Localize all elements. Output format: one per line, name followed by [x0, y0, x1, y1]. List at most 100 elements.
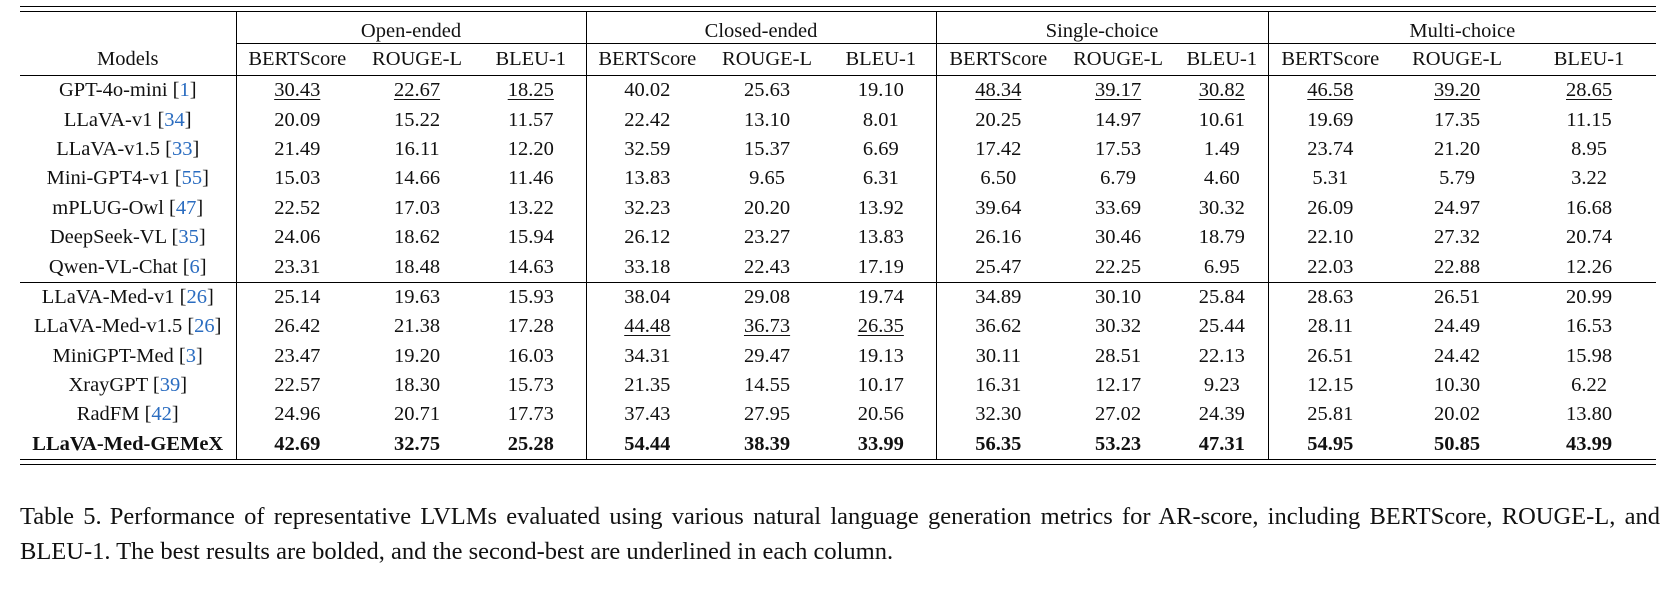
metric-header: BERTScore	[935, 43, 1061, 76]
score-cell: 14.97	[1060, 105, 1176, 134]
score-cell: 26.09	[1267, 193, 1393, 223]
citation-link[interactable]: 39	[159, 374, 181, 397]
score-cell: 6.69	[826, 135, 936, 164]
score-value: 16.11	[394, 137, 440, 160]
score-cell: 23.31	[235, 252, 358, 283]
score-value: 48.34	[975, 79, 1022, 102]
score-value: 8.01	[862, 108, 899, 131]
score-cell: 20.09	[235, 105, 358, 135]
model-name-cell: LLaVA-v1 [34]	[63, 108, 192, 131]
score-value: 36.62	[975, 315, 1022, 338]
score-cell: 5.31	[1267, 164, 1393, 194]
score-cell: 38.39	[708, 430, 826, 460]
score-value: 18.48	[393, 255, 441, 278]
citation-link[interactable]: 47	[175, 196, 197, 219]
score-value: 21.35	[624, 374, 671, 397]
score-cell: 18.30	[358, 371, 476, 400]
score-cell: 15.94	[476, 223, 586, 252]
table-row: XrayGPT [39] 22.57 18.30 15.73 21.35 14.55 10.…	[20, 370, 1656, 401]
score-cell: 16.03	[476, 342, 586, 371]
score-cell: 6.79	[1060, 164, 1176, 193]
score-cell: 54.95	[1267, 429, 1393, 460]
score-cell: 22.43	[708, 252, 826, 282]
citation-link[interactable]: 26	[194, 315, 215, 338]
score-cell: 32.75	[358, 430, 476, 460]
score-value: 11.46	[508, 167, 554, 190]
score-value: 30.43	[274, 79, 321, 102]
score-cell: 53.23	[1060, 430, 1176, 460]
score-cell: 19.63	[358, 281, 476, 313]
citation-link[interactable]: 6	[189, 255, 200, 278]
citation-link[interactable]: 35	[178, 226, 199, 249]
score-cell: 24.06	[235, 222, 358, 253]
citation-link[interactable]: 3	[185, 344, 196, 367]
score-value: 6.50	[980, 167, 1017, 190]
score-cell: 30.82	[1176, 76, 1268, 106]
score-value: 8.95	[1571, 137, 1607, 160]
score-cell: 42.69	[235, 429, 358, 460]
citation-link[interactable]: 34	[164, 108, 185, 131]
metric-header: BERTScore	[585, 43, 709, 76]
citation-link[interactable]: 55	[181, 167, 203, 190]
score-cell: 9.65	[708, 164, 826, 193]
score-value: 25.81	[1307, 403, 1354, 426]
score-cell: 13.83	[826, 223, 936, 252]
score-cell: 21.38	[358, 312, 476, 341]
score-value: 21.49	[274, 137, 321, 160]
score-cell: 8.95	[1522, 135, 1656, 164]
score-value: 39.20	[1433, 79, 1481, 102]
score-cell: 30.11	[935, 341, 1061, 371]
score-cell: 22.10	[1267, 222, 1393, 253]
score-cell: 24.42	[1392, 342, 1522, 371]
score-value: 17.35	[1433, 108, 1481, 131]
score-cell: 26.42	[235, 312, 358, 342]
score-cell: 18.62	[358, 223, 476, 252]
score-cell: 16.53	[1522, 312, 1656, 341]
citation-link[interactable]: 26	[186, 285, 207, 308]
score-value: 24.96	[274, 403, 321, 426]
score-value: 27.32	[1433, 226, 1481, 249]
score-cell: 22.25	[1060, 252, 1176, 282]
score-cell: 10.17	[826, 371, 936, 400]
score-value: 11.15	[1566, 108, 1612, 131]
table-row: Mini-GPT4-v1 [55] 15.03 14.66 11.46 13.83 9.6…	[20, 164, 1656, 194]
citation-link[interactable]: 33	[171, 137, 193, 160]
score-cell: 17.03	[358, 194, 476, 223]
score-cell: 29.08	[708, 281, 827, 313]
score-cell: 1.49	[1176, 135, 1268, 164]
score-cell: 22.57	[235, 370, 358, 401]
table-row: GPT-4o-mini [1] 30.43 22.67 18.25 40.02 25.63…	[20, 75, 1656, 106]
score-cell: 34.31	[585, 341, 709, 371]
score-value: 43.99	[1566, 432, 1613, 455]
score-cell: 29.47	[708, 342, 826, 371]
score-value: 19.69	[1307, 108, 1354, 131]
table-row: mPLUG-Owl [47] 22.52 17.03 13.22 32.23 20.20 1…	[20, 193, 1656, 223]
score-cell: 30.43	[235, 75, 358, 106]
score-value: 17.19	[857, 255, 904, 278]
citation-link[interactable]: 42	[151, 403, 172, 426]
metric-header: BERTScore	[235, 43, 358, 76]
citation-link[interactable]: 1	[179, 79, 190, 102]
score-value: 12.17	[1094, 374, 1142, 397]
score-cell: 19.69	[1267, 105, 1393, 135]
table-row: Qwen-VL-Chat [6] 23.31 18.48 14.63 33.18 22.4…	[20, 252, 1656, 283]
score-value: 22.67	[393, 79, 441, 102]
score-value: 19.74	[857, 285, 904, 308]
score-cell: 12.15	[1267, 370, 1393, 401]
score-value: 46.58	[1307, 79, 1354, 102]
score-value: 38.39	[743, 432, 791, 455]
model-name-cell: Mini-GPT4-v1 [55]	[46, 167, 209, 190]
score-value: 22.52	[274, 196, 321, 219]
score-cell: 17.35	[1392, 105, 1522, 134]
score-cell: 17.28	[476, 312, 586, 341]
score-cell: 12.17	[1060, 371, 1176, 400]
score-cell: 20.99	[1522, 281, 1657, 313]
table-row: LLaVA-Med-v1 [26] 25.14 19.63 15.93 38.04 29.…	[20, 281, 1657, 313]
score-value: 32.75	[393, 432, 441, 455]
score-value: 12.15	[1307, 374, 1354, 397]
score-value: 22.13	[1198, 344, 1245, 367]
score-value: 20.74	[1566, 226, 1613, 249]
score-cell: 19.10	[826, 76, 936, 106]
score-value: 20.99	[1566, 285, 1613, 308]
score-value: 39.64	[975, 196, 1022, 219]
